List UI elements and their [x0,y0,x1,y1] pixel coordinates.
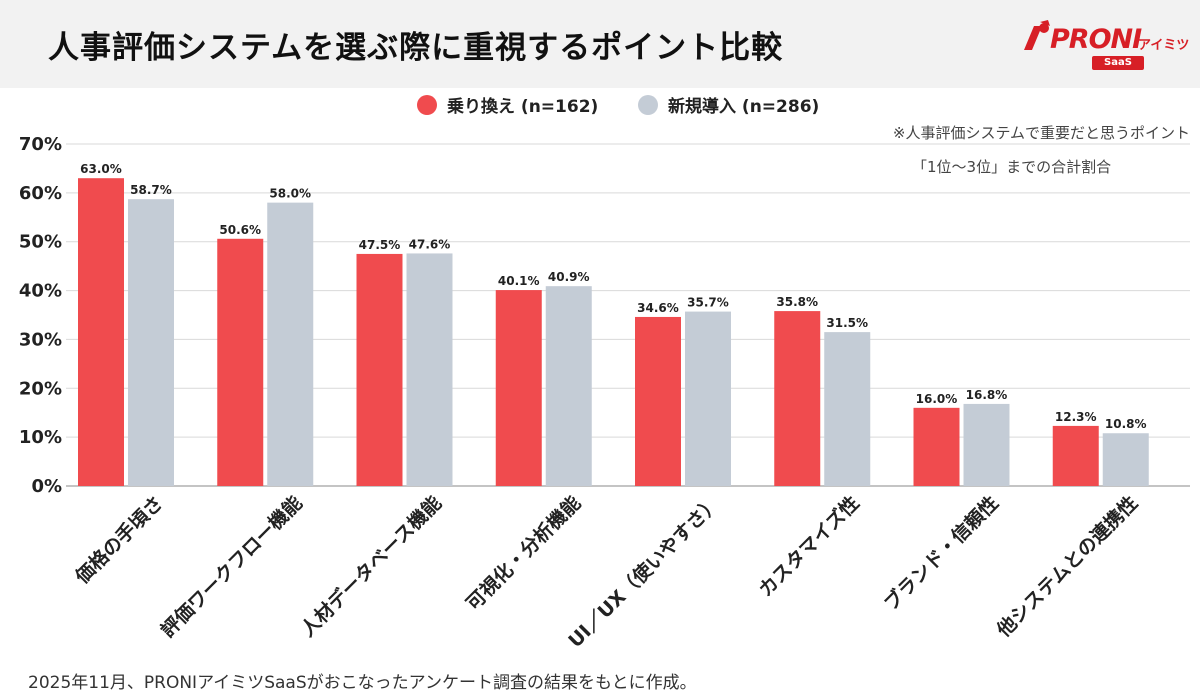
y-tick-label: 60% [19,183,62,204]
data-label: 63.0% [80,162,122,176]
x-category-label: UI／UX（使いやすさ） [564,491,725,652]
y-tick-label: 10% [19,427,62,448]
x-category-label: 可視化・分析機能 [462,491,586,615]
legend-item-series1[interactable]: 乗り換え (n=162) [417,92,598,117]
y-tick-label: 50% [19,232,62,253]
chart-note-line1: ※人事評価システムで重要だと思うポイント [892,124,1190,142]
legend-label-series1: 乗り換え (n=162) [447,97,599,117]
logo-mark-icon [1024,20,1050,50]
data-label: 50.6% [219,223,261,237]
y-tick-label: 0% [31,476,62,497]
x-category-label: 価格の手頃さ [70,491,168,589]
y-tick-label: 30% [19,329,62,350]
bar-series1 [635,316,681,486]
data-label: 12.3% [1055,410,1097,424]
data-label: 35.8% [776,295,818,309]
x-category-label: 他システムとの連携性 [991,491,1142,642]
bar-series1 [1052,425,1099,486]
data-label: 16.0% [916,392,958,406]
bar-series1 [774,311,821,486]
bar-series1 [78,178,124,486]
data-label: 40.1% [498,274,540,288]
y-tick-label: 70% [19,134,62,155]
chart-note-line2: 「1位〜3位」までの合計割合 [912,158,1112,176]
legend-item-series2[interactable]: 新規導入 (n=286) [638,92,819,117]
header-bar: 人事評価システムを選ぶ際に重視するポイント比較 PRONI アイミツ SaaS [0,0,1200,88]
bar-series2 [685,311,731,486]
bar-series2 [545,286,592,486]
x-category-label: 人材データベース機能 [296,491,446,641]
y-tick-label: 20% [19,378,62,399]
bar-series2 [824,332,871,486]
data-label: 40.9% [548,270,590,284]
page-title: 人事評価システムを選ぶ際に重視するポイント比較 [48,30,784,66]
x-category-label: カスタマイズ性 [754,491,864,601]
source-footnote: 2025年11月、PRONIアイミツSaaSがおこなったアンケート調査の結果をも… [28,673,697,693]
legend-swatch-series1 [417,94,437,115]
data-label: 31.5% [826,316,868,330]
logo-saas-badge: SaaS [1092,56,1144,70]
legend-swatch-series2 [638,94,658,115]
data-label: 34.6% [637,301,679,315]
data-label: 10.8% [1105,417,1147,431]
bar-series2 [406,253,453,486]
chart-legend: 乗り換え (n=162) 新規導入 (n=286) [0,92,1200,122]
bar-series2 [963,403,1010,486]
data-label: 58.0% [269,187,311,201]
bar-series1 [217,238,264,486]
x-category-label: 評価ワークフロー機能 [156,491,307,642]
logo-kana: アイミツ [1138,38,1190,53]
brand-logo[interactable]: PRONI アイミツ SaaS [1020,20,1189,70]
x-category-label: ブランド・信頼性 [879,491,1003,615]
data-label: 47.5% [359,238,401,252]
bar-series2 [1102,433,1149,486]
data-label: 35.7% [687,296,729,310]
bar-series1 [913,407,960,486]
bar-series2 [128,199,174,487]
logo-wordmark: PRONI [1050,24,1142,55]
bar-series1 [356,253,403,486]
legend-label-series2: 新規導入 (n=286) [668,97,820,117]
data-label: 16.8% [966,388,1008,402]
data-label: 58.7% [130,183,172,197]
bar-series2 [267,202,314,486]
y-tick-label: 40% [19,281,62,302]
bar-series1 [495,290,542,486]
data-label: 47.6% [409,237,451,251]
